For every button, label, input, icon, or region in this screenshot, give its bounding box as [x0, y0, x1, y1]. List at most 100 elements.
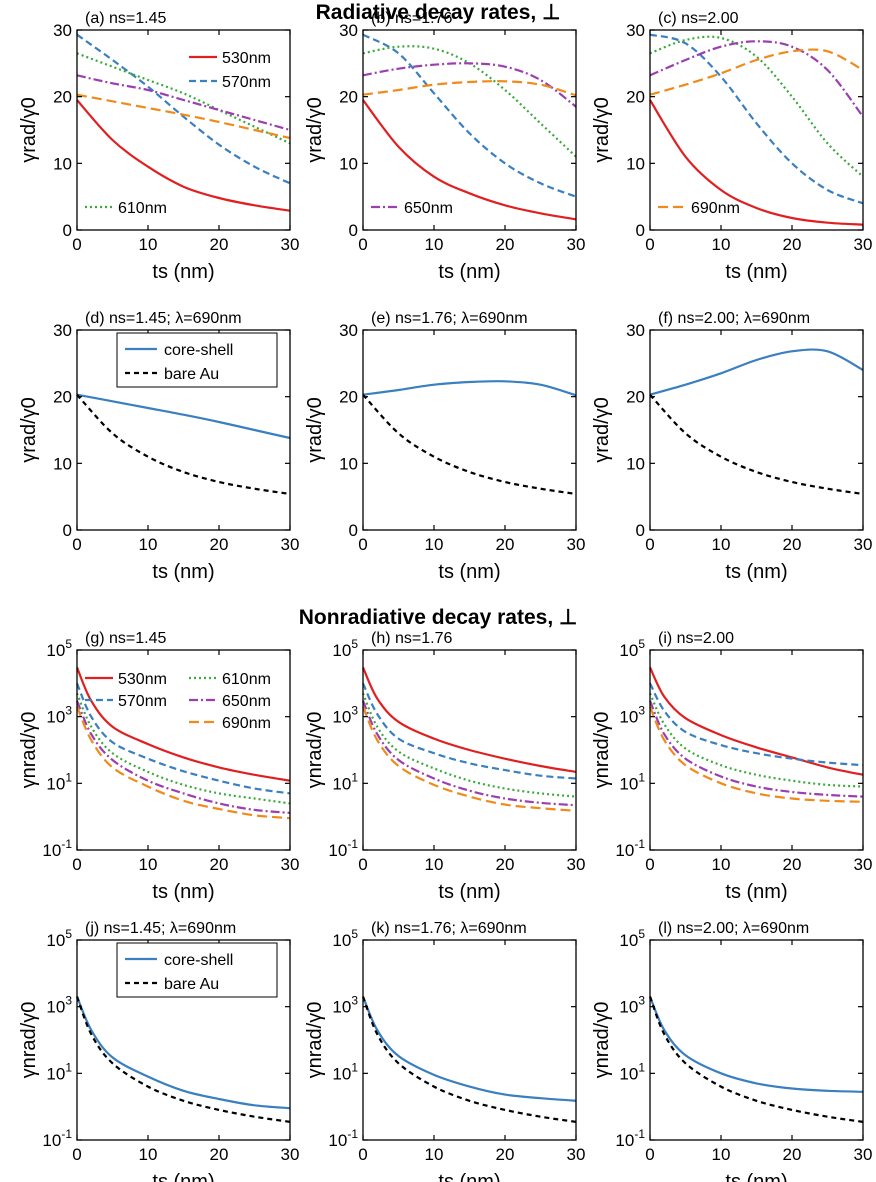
x-tick-label: 20: [783, 855, 802, 874]
panel-e: (e) ns=1.76; λ=690nm 0 10 20 30 0 10 20 30 ts (nm…: [304, 310, 585, 583]
x-tick-label: 0: [72, 535, 81, 554]
series-line-650nm: [649, 40, 864, 118]
y-tick-label: 20: [626, 388, 645, 407]
series-line-570nm: [76, 33, 291, 185]
series-line-core-shell: [649, 348, 864, 396]
legend-label: 570nm: [118, 693, 167, 710]
x-tick-label: 30: [567, 535, 586, 554]
x-tick-label: 30: [854, 235, 873, 254]
legend-label: core-shell: [164, 952, 233, 969]
x-tick-label: 20: [210, 235, 229, 254]
series-line-570nm: [649, 682, 864, 767]
y-tick-label: 30: [53, 21, 72, 40]
series-line-610nm: [361, 692, 577, 798]
x-tick-label: 20: [210, 1145, 229, 1164]
x-tick-label: 30: [567, 855, 586, 874]
legend-label: core-shell: [164, 342, 233, 359]
x-tick-label: 0: [72, 855, 81, 874]
x-tick-label: 30: [854, 855, 873, 874]
nonradiative-section-title: Nonradiative decay rates, ⊥: [298, 606, 578, 629]
x-tick-label: 30: [854, 1145, 873, 1164]
x-axis-label: ts (nm): [725, 1171, 787, 1182]
series-line-690nm: [648, 706, 864, 803]
y-tick-label: 20: [626, 88, 645, 107]
x-tick-label: 10: [425, 235, 444, 254]
y-tick-label: 20: [53, 88, 72, 107]
x-tick-label: 30: [854, 535, 873, 554]
series-line-610nm: [649, 35, 864, 178]
y-tick-label: 103: [46, 994, 72, 1017]
x-tick-label: 10: [425, 1145, 444, 1164]
y-tick-label: 10: [53, 154, 72, 173]
x-axis-label: ts (nm): [725, 881, 787, 903]
y-tick-label: 10: [339, 154, 358, 173]
x-tick-label: 10: [712, 235, 731, 254]
y-axis-label: γnrad/γ0: [304, 1002, 326, 1079]
panel-title: (j) ns=1.45; λ=690nm: [85, 920, 236, 937]
y-tick-label: 105: [619, 927, 645, 950]
series-line-530nm: [649, 99, 864, 226]
series-line-650nm: [648, 700, 864, 798]
y-tick-label: 20: [339, 388, 358, 407]
y-tick-label: 103: [332, 994, 358, 1017]
y-tick-label: 101: [46, 770, 72, 793]
y-tick-label: 10-1: [42, 837, 72, 860]
series-line-core-shell: [362, 380, 577, 397]
y-axis-label: γrad/γ0: [304, 397, 326, 463]
panel-title: (h) ns=1.76: [371, 630, 452, 647]
x-tick-label: 0: [645, 855, 654, 874]
x-axis-label: ts (nm): [438, 261, 500, 283]
panel-title: (d) ns=1.45; λ=690nm: [85, 310, 242, 327]
x-tick-label: 0: [358, 235, 367, 254]
y-axis-label: γrad/γ0: [304, 97, 326, 163]
y-tick-label: 10: [626, 454, 645, 473]
y-tick-label: 30: [339, 321, 358, 340]
y-tick-label: 10-1: [328, 837, 358, 860]
x-tick-label: 0: [358, 535, 367, 554]
x-axis-label: ts (nm): [152, 561, 214, 583]
x-tick-label: 30: [567, 1145, 586, 1164]
plot-frame: [76, 649, 291, 851]
y-tick-label: 0: [636, 221, 645, 240]
x-axis-label: ts (nm): [152, 881, 214, 903]
y-tick-label: 10-1: [328, 1127, 358, 1150]
series-line-530nm: [649, 666, 864, 776]
y-tick-label: 20: [53, 388, 72, 407]
panel-title: (e) ns=1.76; λ=690nm: [371, 310, 528, 327]
x-axis-label: ts (nm): [725, 561, 787, 583]
series-line-570nm: [649, 33, 864, 205]
x-tick-label: 10: [712, 855, 731, 874]
y-axis-label: γrad/γ0: [591, 397, 613, 463]
y-tick-label: 0: [63, 221, 72, 240]
x-tick-label: 0: [358, 855, 367, 874]
panel-title: (b) ns=1.76: [371, 10, 452, 27]
x-axis-label: ts (nm): [438, 1171, 500, 1182]
legend-label: bare Au: [164, 976, 219, 993]
y-tick-label: 105: [619, 637, 645, 660]
legend-label: bare Au: [164, 366, 219, 383]
panel-title: (a) ns=1.45: [85, 10, 166, 27]
y-tick-label: 10: [339, 454, 358, 473]
panel-b: (b) ns=1.76 0 10 20 30 0 10 20 30 ts (nm) γrad/γ0 6…: [304, 10, 585, 283]
x-tick-label: 0: [72, 1145, 81, 1164]
panel-title: (l) ns=2.00; λ=690nm: [658, 920, 809, 937]
y-tick-label: 10: [626, 154, 645, 173]
legend-label: 610nm: [222, 671, 271, 688]
y-tick-label: 103: [46, 704, 72, 727]
x-tick-label: 10: [139, 855, 158, 874]
series-line-core-shell: [75, 996, 291, 1110]
series-line-690nm: [361, 706, 577, 812]
series-line-530nm: [75, 666, 291, 782]
y-tick-label: 101: [619, 1060, 645, 1083]
panel-g: (g) ns=1.45 0 10 20 30 10-1 101 103 105 ts (nm) γn…: [18, 630, 299, 903]
y-tick-label: 30: [53, 321, 72, 340]
series-line-bare-Au: [76, 393, 291, 496]
x-tick-label: 10: [712, 1145, 731, 1164]
y-tick-label: 101: [46, 1060, 72, 1083]
x-axis-label: ts (nm): [438, 561, 500, 583]
x-tick-label: 10: [425, 535, 444, 554]
x-axis-label: ts (nm): [725, 261, 787, 283]
series-line-650nm: [362, 62, 577, 108]
x-tick-label: 20: [496, 1145, 515, 1164]
panel-title: (f) ns=2.00; λ=690nm: [658, 310, 810, 327]
